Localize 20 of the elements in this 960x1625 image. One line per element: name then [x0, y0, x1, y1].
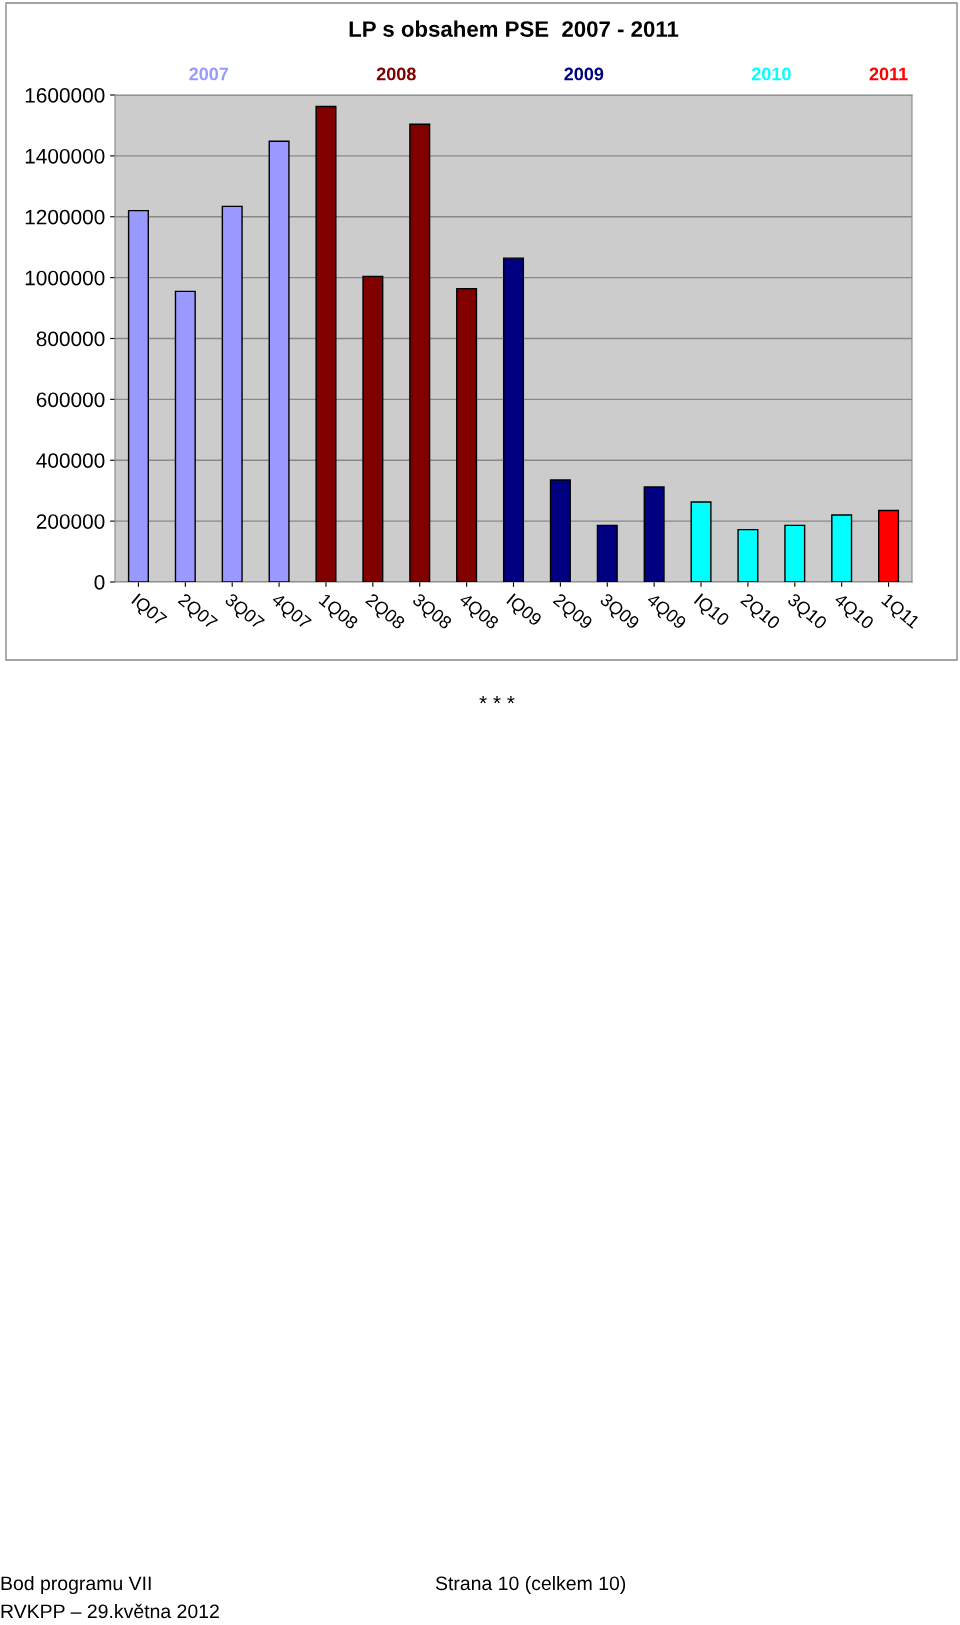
text: RVKPP – 29.května 2012 — [1, 1603, 219, 1619]
y-tick-label: 200000 — [36, 514, 105, 529]
text: Strana 10 (celkem 10) — [435, 1575, 626, 1595]
y-tick-label: 800000 — [36, 331, 105, 347]
x-tick-label: IQ07 — [129, 593, 168, 629]
text: 2007 — [189, 67, 229, 81]
y-tick-label: 1000000 — [25, 270, 105, 286]
chart-title: LP s obsahem PSE 2007 - 2011 — [349, 20, 679, 37]
y-tick-label: 400000 — [36, 453, 105, 468]
y-tick-label: 600000 — [36, 392, 105, 408]
text: 2010 — [751, 67, 791, 81]
text: Bod programu VII — [1, 1575, 151, 1595]
text: * * * — [479, 696, 515, 704]
text: 2008 — [376, 67, 416, 81]
text: 2011 — [869, 67, 908, 81]
y-tick-label: 0 — [94, 575, 105, 590]
y-tick-label: 1400000 — [25, 148, 105, 164]
text: 2009 — [564, 67, 604, 81]
y-tick-label: 1200000 — [25, 209, 105, 225]
y-tick-label: 1600000 — [25, 88, 105, 103]
